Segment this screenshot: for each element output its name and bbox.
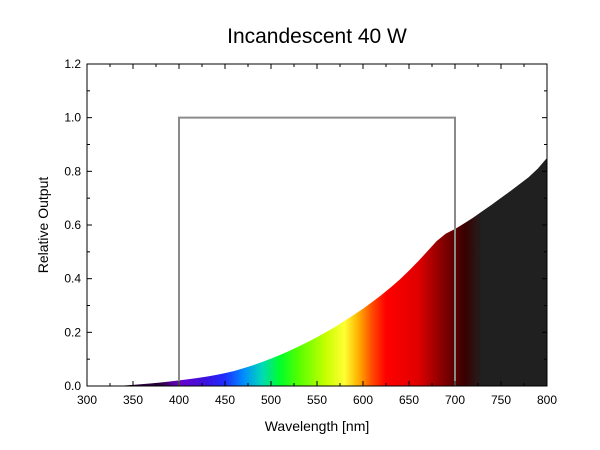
x-tick-label: 350 bbox=[123, 393, 143, 407]
x-tick-label: 600 bbox=[353, 393, 373, 407]
x-tick-label: 450 bbox=[215, 393, 235, 407]
x-tick-label: 500 bbox=[261, 393, 281, 407]
y-tick-label: 0.8 bbox=[64, 164, 81, 178]
visible-range-window bbox=[178, 116, 456, 386]
y-tick-label: 0.2 bbox=[64, 325, 81, 339]
plot-area bbox=[110, 116, 547, 386]
y-axis: 0.0 0.2 0.4 0.6 0.8 1.0 1.2 bbox=[64, 57, 547, 393]
x-tick-label: 400 bbox=[169, 393, 189, 407]
x-tick-label: 700 bbox=[445, 393, 465, 407]
y-tick-label: 0.4 bbox=[64, 272, 81, 286]
x-axis-title: Wavelength [nm] bbox=[265, 418, 370, 434]
x-tick-label: 550 bbox=[307, 393, 327, 407]
chart-title: Incandescent 40 W bbox=[227, 25, 407, 48]
y-tick-label: 1.0 bbox=[64, 111, 81, 125]
x-tick-label: 750 bbox=[491, 393, 511, 407]
x-tick-label: 650 bbox=[399, 393, 419, 407]
x-axis: 300 350 400 450 500 550 600 650 700 750 800 bbox=[77, 64, 557, 407]
spectrum-area bbox=[110, 157, 547, 386]
y-axis-title: Relative Output bbox=[35, 177, 51, 274]
y-tick-label: 0.6 bbox=[64, 218, 81, 232]
y-tick-label: 1.2 bbox=[64, 57, 81, 71]
x-tick-label: 800 bbox=[537, 393, 557, 407]
y-tick-label: 0.0 bbox=[64, 379, 81, 393]
x-tick-label: 300 bbox=[77, 393, 97, 407]
